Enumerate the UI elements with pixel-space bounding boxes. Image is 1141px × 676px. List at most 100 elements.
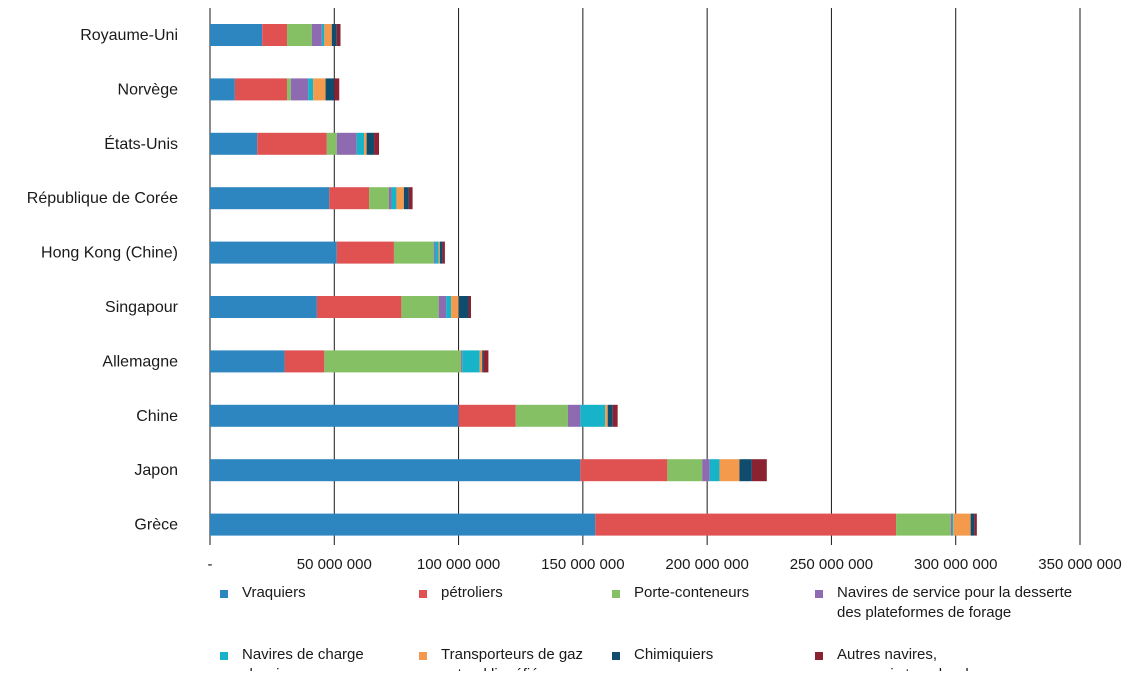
bar-segment: [403, 187, 409, 210]
legend-swatch: [220, 652, 228, 660]
bar-segment: [951, 513, 954, 536]
bar-segment: [326, 132, 337, 155]
bar-segment: [234, 78, 288, 101]
category-label: Singapour: [105, 299, 179, 316]
legend-label: Porte-conteneurs: [634, 584, 749, 601]
bar-segment: [950, 513, 952, 536]
bar-segment: [434, 241, 439, 264]
legend-label: Autres navires,y compris transbordeurs: [837, 646, 998, 671]
category-label: Japon: [134, 462, 178, 479]
category-label: États-Unis: [104, 134, 178, 153]
bar-segment: [308, 78, 314, 101]
bar-segment: [433, 241, 435, 264]
bar-segment: [462, 350, 480, 373]
bar-segment: [356, 132, 365, 155]
bar-segment: [324, 350, 462, 373]
bar-segment: [284, 350, 325, 373]
bar-segment: [567, 404, 581, 427]
legend-label: Chimiquiers: [634, 646, 713, 663]
category-label: Royaume-Uni: [80, 27, 178, 44]
bar-segment: [667, 459, 703, 482]
bar-segment: [316, 296, 402, 318]
x-tick-label: 200 000 000: [665, 556, 748, 573]
legend-label: pétroliers: [441, 584, 503, 601]
bar-segment: [580, 459, 668, 482]
bar-segment: [388, 187, 392, 210]
bar-segment: [329, 187, 370, 210]
bar-segment: [210, 350, 285, 373]
x-tick-labels: - 50 000 000 100 000 000 150 000 000 200 000…: [208, 556, 1122, 573]
legend-label: Navires de chargeclassiques: [242, 646, 364, 671]
bar-segment: [366, 132, 375, 155]
bar-segment: [719, 459, 740, 482]
bar-segment: [210, 187, 330, 210]
x-tick-label: 150 000 000: [541, 556, 624, 573]
bar-segment: [287, 78, 291, 101]
bar-segment: [336, 24, 341, 46]
bar-segment: [408, 187, 413, 210]
legend-label: Navires de service pour la desserte des p…: [837, 584, 1072, 621]
category-labels: Royaume-Uni Norvège États-Unis République d…: [27, 27, 179, 534]
bar-segment: [438, 296, 447, 318]
bar-segment: [210, 24, 263, 46]
category-label: Norvège: [118, 81, 179, 98]
bar-segment: [393, 241, 434, 264]
bar-segment: [442, 241, 445, 264]
legend-swatch: [419, 652, 427, 660]
bar-segment: [374, 132, 380, 155]
bar-segment: [311, 24, 322, 46]
bar-segment: [953, 513, 971, 536]
bar-segment: [210, 132, 258, 155]
bar-segment: [321, 24, 325, 46]
x-tick-label: 50 000 000: [297, 556, 372, 573]
bar-segment: [974, 513, 977, 536]
bar-segment: [751, 459, 767, 482]
bar-segment: [364, 132, 367, 155]
bar-segment: [439, 241, 443, 264]
bar-segment: [210, 78, 235, 101]
bar-segment: [336, 241, 394, 264]
bar-segment: [605, 404, 608, 427]
legend-swatch: [419, 590, 427, 598]
bar-segment: [287, 24, 312, 46]
bar-segment: [461, 350, 463, 373]
legend-swatch: [612, 652, 620, 660]
x-tick-label: 300 000 000: [914, 556, 997, 573]
bar-segment: [401, 296, 439, 318]
bar-segment: [446, 296, 452, 318]
bars: [210, 24, 977, 536]
bar-segment: [580, 404, 606, 427]
x-tick-label: -: [208, 556, 213, 573]
legend-swatch: [220, 590, 228, 598]
bar-segment: [210, 513, 596, 536]
bar-segment: [290, 78, 309, 101]
bar-segment: [331, 24, 337, 46]
bar-segment: [451, 296, 459, 318]
x-tick-label: 250 000 000: [790, 556, 873, 573]
bar-segment: [325, 78, 335, 101]
bar-segment: [336, 132, 357, 155]
legend-swatch: [815, 652, 823, 660]
bar-segment: [210, 241, 337, 264]
category-label: Allemagne: [102, 353, 178, 370]
legend: Vraquiers pétroliers Porte-conteneurs Navir…: [220, 584, 1072, 676]
bar-segment: [468, 296, 471, 318]
bar-segment: [210, 459, 581, 482]
bar-segment: [391, 187, 397, 210]
category-label: Grèce: [134, 517, 178, 534]
bar-segment: [458, 404, 516, 427]
bar-segment: [739, 459, 752, 482]
bar-segment: [612, 404, 618, 427]
bar-segment: [210, 404, 459, 427]
bar-segment: [482, 350, 484, 373]
bar-segment: [324, 24, 332, 46]
category-label: Hong Kong (Chine): [41, 245, 178, 262]
bar-segment: [595, 513, 897, 536]
bar-segment: [313, 78, 326, 101]
bar-segment: [257, 132, 327, 155]
bar-segment: [702, 459, 710, 482]
category-label: Chine: [136, 408, 178, 425]
bar-segment: [607, 404, 613, 427]
bar-segment: [334, 78, 340, 101]
